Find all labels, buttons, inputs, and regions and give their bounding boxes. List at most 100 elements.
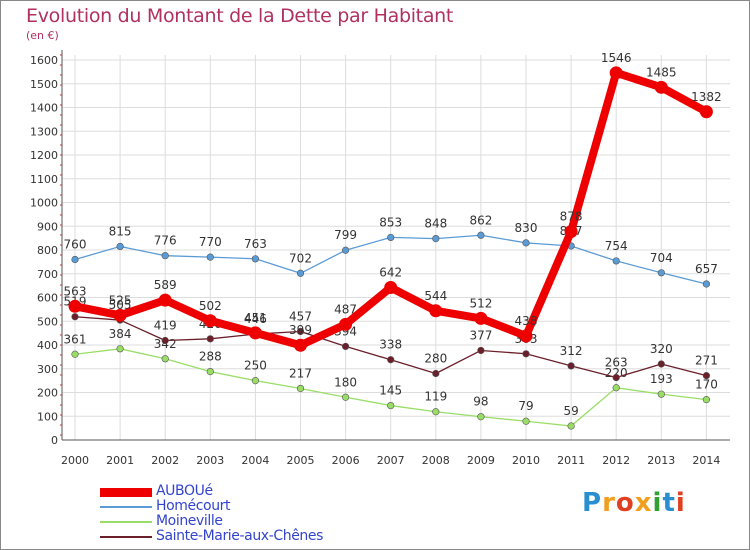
data-point xyxy=(474,311,488,325)
data-point xyxy=(161,252,169,260)
data-point xyxy=(387,401,395,410)
y-tick-label: 1500 xyxy=(30,78,58,91)
data-label: 776 xyxy=(154,234,177,248)
y-tick-label: 600 xyxy=(37,292,58,305)
x-tick-label: 2001 xyxy=(106,454,134,467)
data-point xyxy=(522,239,530,247)
x-tick-label: 2008 xyxy=(422,454,450,467)
data-label: 446 xyxy=(244,312,267,326)
x-tick-label: 2013 xyxy=(647,454,675,467)
data-point xyxy=(387,233,395,242)
data-point xyxy=(477,413,485,421)
data-label: 377 xyxy=(469,328,492,342)
data-label: 589 xyxy=(154,278,177,292)
data-label: 563 xyxy=(64,284,87,298)
data-label: 502 xyxy=(199,299,222,313)
data-label: 487 xyxy=(334,302,357,316)
x-tick-label: 2005 xyxy=(287,454,315,467)
data-point xyxy=(296,384,305,393)
data-label: 862 xyxy=(469,213,492,227)
data-label: 170 xyxy=(695,378,718,392)
y-tick-label: 400 xyxy=(37,339,58,352)
data-label: 525 xyxy=(109,293,132,307)
data-point xyxy=(432,369,440,378)
data-label: 271 xyxy=(695,354,718,368)
data-point xyxy=(296,327,305,336)
data-label: 657 xyxy=(695,262,718,276)
data-point xyxy=(71,350,79,358)
data-label: 770 xyxy=(199,235,222,249)
data-label: 1485 xyxy=(646,65,677,79)
data-point xyxy=(387,356,395,364)
data-label: 878 xyxy=(560,209,583,223)
data-label: 320 xyxy=(650,342,673,356)
data-label: 702 xyxy=(289,251,312,265)
data-label: 457 xyxy=(289,309,312,323)
data-label: 451 xyxy=(244,311,267,325)
data-label: 544 xyxy=(424,289,447,303)
y-tick-label: 800 xyxy=(37,244,58,257)
data-point xyxy=(203,314,217,328)
legend-label: Moineville xyxy=(156,513,223,529)
data-label: 312 xyxy=(560,344,583,358)
y-tick-label: 700 xyxy=(37,268,58,281)
data-point xyxy=(342,246,350,254)
data-point xyxy=(612,373,620,382)
brand-letter: o xyxy=(615,488,635,518)
y-tick-label: 500 xyxy=(37,315,58,328)
data-label: 799 xyxy=(334,228,357,242)
data-label: 754 xyxy=(605,239,628,253)
data-label: 98 xyxy=(473,395,488,409)
data-label: 848 xyxy=(424,217,447,231)
data-label: 288 xyxy=(199,350,222,364)
data-point xyxy=(657,360,665,368)
data-point xyxy=(477,346,485,355)
data-label: 180 xyxy=(334,375,357,389)
x-tick-label: 2004 xyxy=(241,454,269,467)
data-point xyxy=(522,350,530,358)
y-tick-label: 200 xyxy=(37,387,58,400)
data-point xyxy=(294,338,307,352)
data-label: 1546 xyxy=(601,51,632,65)
data-label: 263 xyxy=(605,356,628,370)
data-point xyxy=(522,417,530,425)
y-tick-label: 900 xyxy=(37,220,58,233)
data-point xyxy=(71,255,79,264)
legend-label: Sainte-Marie-aux-Chênes xyxy=(156,528,323,544)
legend-swatch xyxy=(100,488,152,497)
data-point xyxy=(657,390,665,398)
data-label: 361 xyxy=(64,332,87,346)
y-tick-label: 1200 xyxy=(30,149,58,162)
brand-letter: t xyxy=(662,488,676,518)
data-point xyxy=(384,281,398,295)
data-label: 145 xyxy=(379,384,402,398)
legend-swatch xyxy=(100,521,152,523)
data-label: 119 xyxy=(424,390,447,404)
x-tick-label: 2007 xyxy=(377,454,405,467)
data-label: 59 xyxy=(563,404,578,418)
data-label: 815 xyxy=(109,224,132,238)
data-label: 505 xyxy=(109,298,132,312)
data-point xyxy=(657,269,665,277)
x-tick-label: 2002 xyxy=(151,454,179,467)
data-point xyxy=(206,368,214,376)
y-tick-label: 0 xyxy=(51,434,58,447)
data-label: 79 xyxy=(518,399,533,413)
x-tick-label: 2003 xyxy=(196,454,224,467)
chart-subtitle: (en €) xyxy=(26,29,59,42)
y-tick-label: 1000 xyxy=(30,197,58,210)
data-point xyxy=(519,329,533,343)
x-tick-label: 2000 xyxy=(61,454,89,467)
data-label: 642 xyxy=(379,266,402,280)
brand-letter: i xyxy=(675,488,686,518)
legend-swatch xyxy=(100,506,152,508)
data-label: 399 xyxy=(289,323,312,337)
data-point xyxy=(699,105,713,119)
x-tick-label: 2010 xyxy=(512,454,540,467)
data-point xyxy=(206,335,214,343)
data-point xyxy=(564,224,578,238)
data-label: 217 xyxy=(289,366,312,380)
legend-swatch xyxy=(100,536,152,538)
data-point xyxy=(116,242,124,251)
